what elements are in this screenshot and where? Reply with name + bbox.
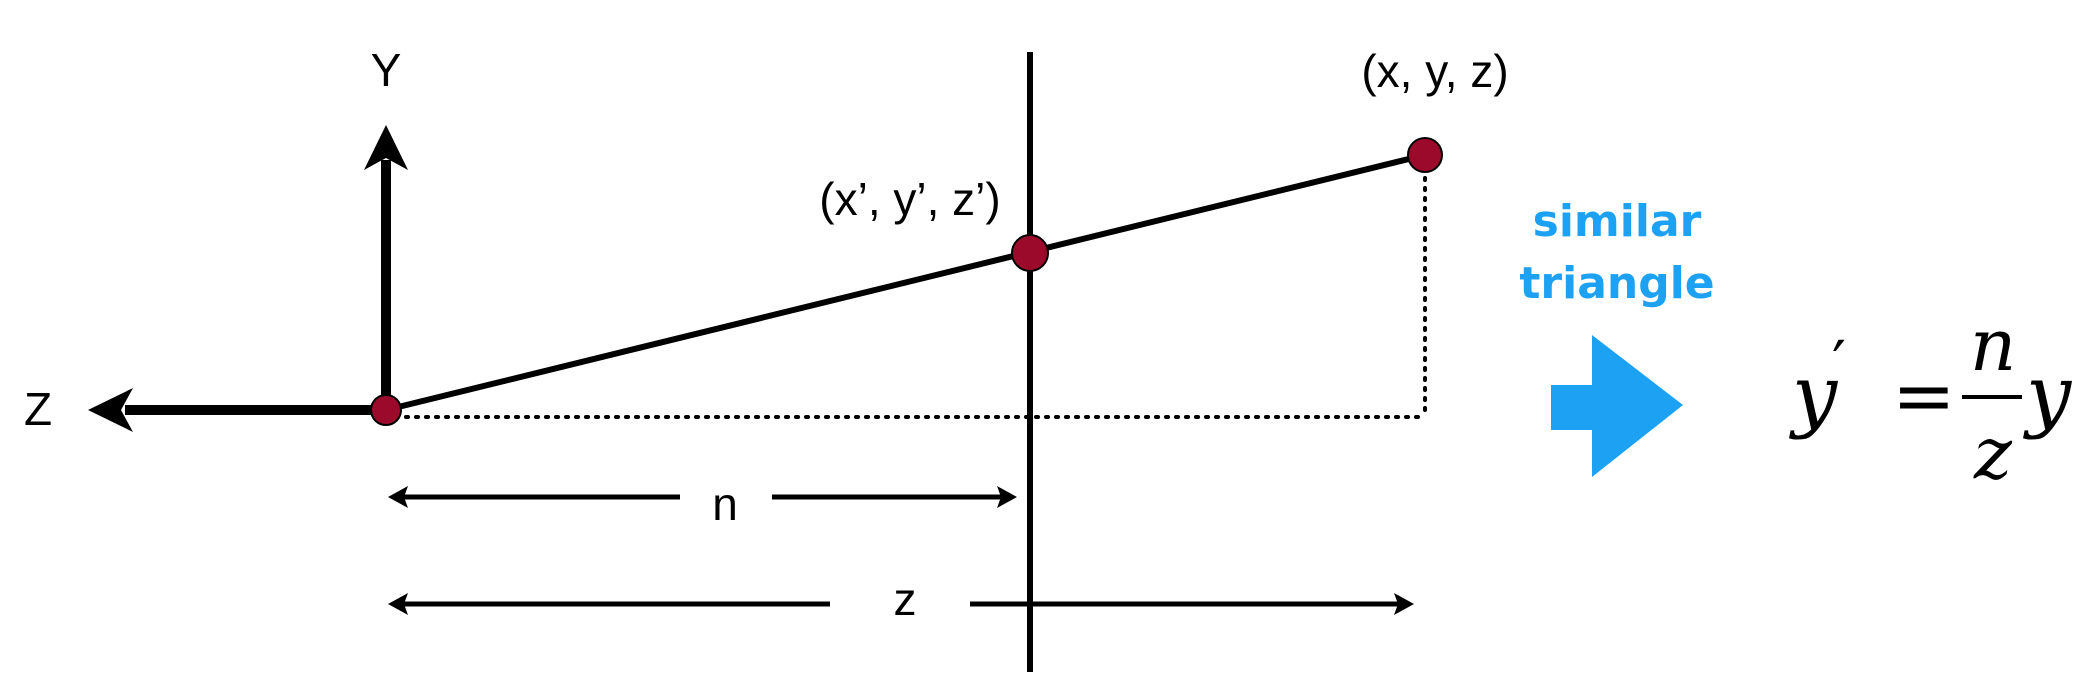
- formula-prime: ′: [1832, 327, 1846, 400]
- z-dimension-label: z: [894, 573, 917, 625]
- formula-denominator: z: [1973, 411, 2013, 495]
- right-arrow-icon: [1551, 335, 1683, 477]
- y-axis-label: Y: [371, 44, 402, 96]
- y-axis-arrowhead: [364, 125, 408, 170]
- n-dimension-right-arrowhead: [997, 486, 1017, 508]
- annotation-line2: triangle: [1519, 258, 1714, 309]
- annotation-line1: similar: [1533, 196, 1702, 247]
- far-point-label: (x, y, z): [1361, 45, 1508, 97]
- formula-equals: =: [1892, 351, 1956, 440]
- n-dimension-left-arrowhead: [388, 486, 408, 508]
- formula: y ′ = n z y: [1789, 303, 2073, 495]
- far-point: [1407, 137, 1443, 173]
- projected-point-label: (x’, y’, z’): [819, 173, 1000, 225]
- projected-point: [1011, 234, 1049, 272]
- formula-rhs: y: [2023, 348, 2073, 441]
- z-dimension-left-arrowhead: [388, 593, 408, 615]
- formula-numerator: n: [1970, 303, 2016, 387]
- projection-ray: [385, 152, 1426, 413]
- z-axis-arrowhead: [88, 388, 133, 432]
- formula-lhs: y: [1789, 348, 1839, 441]
- z-dimension-right-arrowhead: [1394, 593, 1414, 615]
- z-axis-label: Z: [24, 383, 52, 435]
- origin-point: [370, 394, 402, 426]
- n-dimension-label: n: [712, 478, 738, 530]
